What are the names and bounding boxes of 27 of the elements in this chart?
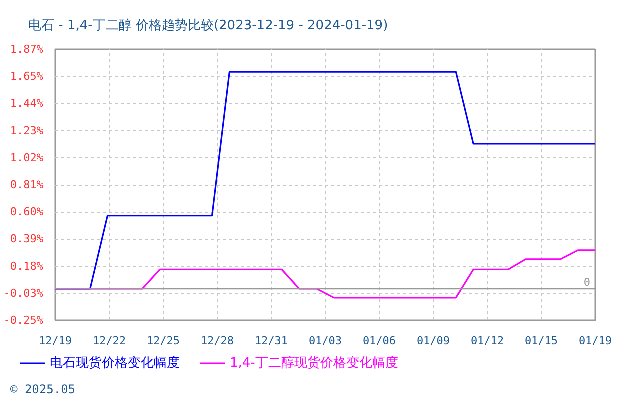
legend-label: 1,4-丁二醇现货价格变化幅度 <box>230 355 398 372</box>
x-tick-label: 12/28 <box>200 334 234 348</box>
y-tick-label: 1.87% <box>10 43 44 56</box>
x-tick-label: 12/19 <box>38 334 72 348</box>
y-tick-label: 1.23% <box>10 124 44 138</box>
x-tick-label: 12/22 <box>92 334 126 348</box>
x-tick-label: 01/19 <box>578 334 612 348</box>
y-tick-label: 0.81% <box>10 178 44 192</box>
x-tick-label: 01/12 <box>470 334 504 348</box>
y-tick-label: 0.39% <box>10 232 44 246</box>
y-tick-label: 1.44% <box>10 97 44 110</box>
x-tick-label: 01/09 <box>416 334 450 348</box>
text: © 2025.05 <box>10 382 76 396</box>
y-tick-label: 1.02% <box>10 151 44 164</box>
x-tick-label: 01/06 <box>362 334 396 348</box>
y-tick-label: 1.65% <box>10 70 44 84</box>
legend-label: 电石现货价格变化幅度 <box>50 355 180 372</box>
y-tick-label: -0.25% <box>4 314 44 327</box>
x-tick-label: 01/15 <box>524 334 558 348</box>
x-tick-label: 12/31 <box>254 334 288 348</box>
x-tick-label: 01/03 <box>308 334 342 348</box>
y-tick-label: 0.18% <box>10 260 44 273</box>
y-tick-label: 0.60% <box>10 206 44 219</box>
chart-title: 电石 - 1,4-丁二醇 价格趋势比较(2023-12-19 - 2024-01-19) <box>28 18 388 34</box>
y-tick-label: -0.03% <box>4 286 44 300</box>
x-tick-label: 12/25 <box>146 334 180 348</box>
ref-line-label: 0 <box>584 276 590 289</box>
